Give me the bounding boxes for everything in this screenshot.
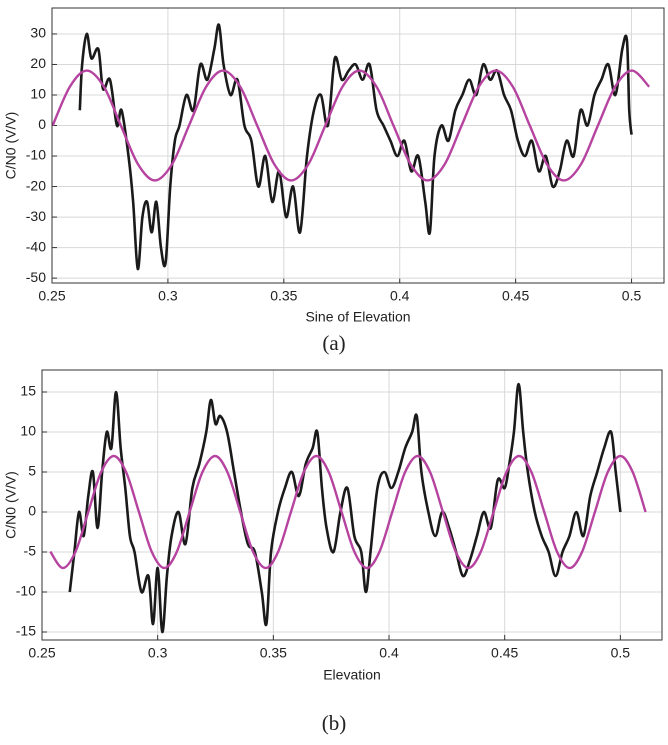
y-tick-label: 15: [20, 383, 36, 399]
y-tick-label: -20: [26, 177, 46, 193]
x-tick-label: 0.5: [611, 645, 631, 661]
y-axis-label: C/N0 (V/V): [3, 471, 19, 539]
plot-area: [52, 8, 664, 283]
x-axis-label: Elevation: [323, 667, 381, 683]
x-tick-label: 0.25: [28, 645, 55, 661]
y-tick-label: -30: [26, 208, 46, 224]
fit-line: [49, 454, 647, 570]
y-tick-label: -40: [26, 238, 46, 254]
x-tick-label: 0.3: [158, 288, 178, 304]
plot-frame: [51, 7, 665, 284]
x-tick-label: 0.45: [491, 645, 518, 661]
x-tick-label: 0.45: [502, 288, 529, 304]
x-tick-label: 0.4: [379, 645, 399, 661]
caption: (b): [322, 711, 347, 735]
measured-line: [78, 23, 633, 271]
x-tick-label: 0.5: [622, 288, 642, 304]
y-tick-label: 20: [30, 55, 46, 71]
y-axis-label: C/N0 (V/V): [3, 112, 19, 180]
x-tick-label: 0.35: [260, 645, 287, 661]
y-tick-label: -5: [24, 543, 37, 559]
fit-line: [52, 69, 651, 182]
x-tick-label: 0.25: [38, 288, 65, 304]
y-tick-label: 0: [28, 503, 36, 519]
y-tick-label: -10: [16, 583, 36, 599]
y-tick-label: 10: [20, 423, 36, 439]
y-tick-label: 0: [38, 116, 46, 132]
y-tick-label: -15: [16, 623, 36, 639]
y-tick-label: -50: [26, 269, 46, 285]
measured-line: [68, 382, 622, 634]
plot-frame: [41, 369, 663, 641]
caption: (a): [322, 331, 345, 355]
y-tick-label: 30: [30, 25, 46, 41]
y-tick-label: -10: [26, 147, 46, 163]
y-tick-label: 5: [28, 463, 36, 479]
y-tick-label: 10: [30, 86, 46, 102]
x-tick-label: 0.3: [148, 645, 168, 661]
x-axis-label: Sine of Elevation: [305, 309, 410, 325]
x-tick-label: 0.35: [270, 288, 297, 304]
x-tick-label: 0.4: [390, 288, 410, 304]
plot-area: [42, 370, 662, 640]
